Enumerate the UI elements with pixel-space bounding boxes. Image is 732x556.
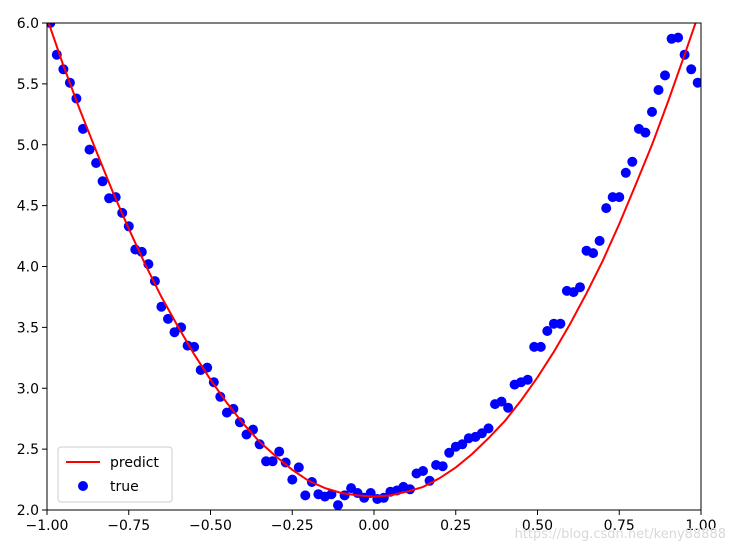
true-point: [163, 313, 173, 324]
legend-true-label: true: [110, 479, 139, 495]
true-point: [97, 176, 108, 187]
true-point: [535, 341, 546, 352]
true-point: [293, 462, 304, 473]
y-tick-label: 3.0: [17, 381, 39, 397]
true-point: [84, 144, 95, 155]
true-point: [692, 77, 701, 88]
true-point: [601, 203, 612, 214]
true-point: [588, 248, 599, 259]
true-point: [287, 474, 298, 485]
true-point: [522, 374, 533, 385]
true-point: [542, 326, 553, 336]
y-tick-label: 2.0: [17, 503, 39, 519]
y-tick-label: 3.5: [17, 320, 39, 336]
x-tick-label: −0.50: [189, 518, 232, 534]
true-point: [640, 127, 651, 138]
true-point: [614, 192, 625, 203]
true-point: [594, 235, 605, 246]
true-point: [575, 282, 585, 293]
true-point: [457, 439, 468, 450]
true-point: [437, 461, 448, 472]
true-point: [620, 167, 631, 178]
true-point: [660, 70, 670, 81]
true-point: [647, 106, 657, 117]
legend-true-marker: [78, 481, 88, 491]
legend-predict-label: predict: [110, 455, 159, 471]
true-point: [300, 490, 311, 501]
true-point: [673, 32, 684, 43]
y-axis: 2.0 2.5 3.0 3.5 4.0 4.5 5.0 5.5 6.0: [17, 16, 47, 519]
y-tick-label: 4.0: [17, 260, 39, 276]
x-tick-label: 0.75: [604, 518, 635, 534]
x-tick-label: 1.00: [685, 518, 716, 534]
true-point: [234, 417, 245, 428]
true-point: [627, 156, 638, 167]
x-tick-label: 0.50: [522, 518, 553, 534]
x-tick-label: −0.25: [271, 518, 314, 534]
x-tick-label: 0.00: [358, 518, 389, 534]
true-point: [496, 396, 507, 407]
y-tick-label: 5.5: [17, 77, 39, 93]
true-point: [176, 322, 187, 333]
true-point: [156, 301, 167, 312]
true-point: [418, 466, 428, 476]
true-point: [91, 158, 102, 168]
true-point: [444, 447, 455, 458]
y-tick-label: 4.5: [17, 199, 39, 215]
true-point: [686, 64, 697, 75]
true-point: [503, 402, 514, 413]
true-point: [424, 475, 435, 486]
y-tick-label: 5.0: [17, 138, 39, 154]
x-tick-label: 0.25: [440, 518, 471, 534]
true-point: [653, 85, 664, 95]
true-point: [274, 446, 285, 457]
predict-line: [47, 23, 697, 498]
x-tick-label: −1.00: [26, 518, 69, 534]
true-point: [254, 439, 265, 450]
y-tick-label: 6.0: [17, 16, 39, 32]
true-point: [280, 457, 291, 468]
x-tick-label: −0.75: [107, 518, 150, 534]
series-layer: [47, 23, 701, 510]
true-point: [267, 456, 278, 467]
y-tick-label: 2.5: [17, 442, 39, 458]
true-point: [215, 391, 226, 402]
legend: predict true: [57, 446, 173, 503]
true-point: [333, 500, 343, 510]
true-point: [483, 423, 494, 434]
true-point: [555, 318, 566, 329]
x-axis: −1.00 −0.75 −0.50 −0.25 0.00 0.25 0.50 0.75 1.00: [26, 510, 717, 534]
watermark: https://blog.csdn.net/keny88888: [514, 527, 726, 542]
